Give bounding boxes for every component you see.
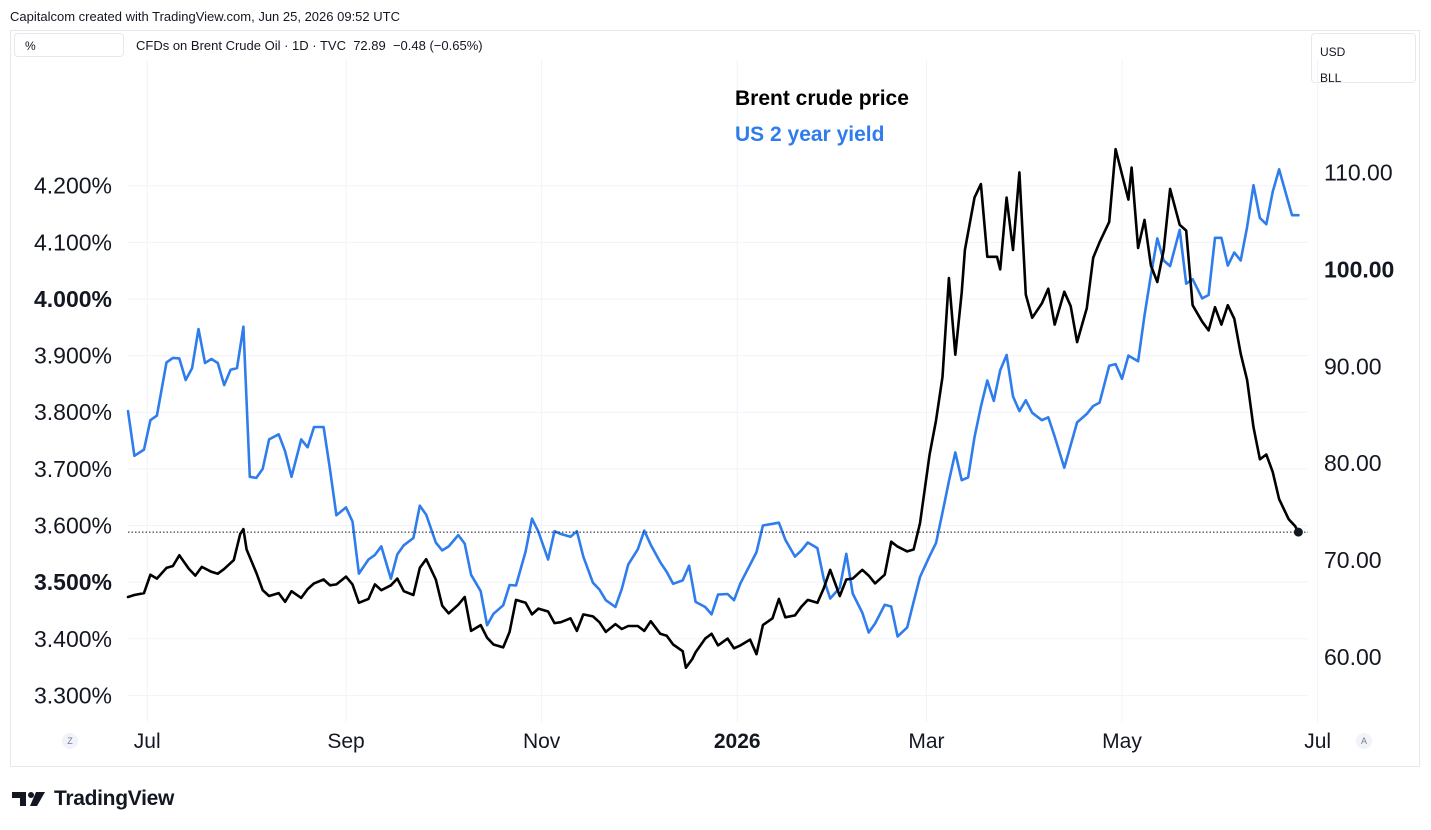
right-scale-currency-box[interactable]: USD BLL [1311,33,1416,85]
left-scale-button[interactable]: % [14,33,124,57]
annotation-brent: Brent crude price [735,87,909,110]
chart-frame [10,30,1420,767]
left-axis-tick-label: 3.400% [34,626,112,652]
gridlines [128,60,1319,722]
right-axis-tick-label: 80.00 [1324,450,1382,476]
series-layer [126,147,1308,669]
time-axis: Jul Sep Nov 2026 Mar May Jul [134,730,1331,753]
left-axis-tick-label: 3.700% [34,456,112,482]
left-axis-tick-label: 3.300% [34,682,112,708]
time-axis-tick-label: Jul [1304,730,1331,753]
auto-scale-a-button[interactable]: A [1356,733,1372,749]
left-axis-tick-label: 4.100% [34,229,112,255]
tradingview-logo-icon [12,790,48,808]
symbol-legend[interactable]: CFDs on Brent Crude Oil · 1D · TVC 72.89… [136,38,483,53]
chart-attribution: Capitalcom created with TradingView.com,… [10,9,400,24]
time-axis-tick-label: Jul [134,730,161,753]
left-axis-tick-label: 3.500% [34,569,112,595]
us-2y-yield-line [126,168,1300,638]
right-axis-tick-label: 60.00 [1324,644,1382,670]
left-axis-tick-label: 3.600% [34,512,112,538]
time-axis-tick-label: Sep [327,730,364,753]
tradingview-logo-text: TradingView [54,787,175,810]
annotation-us-2y-yield: US 2 year yield [735,123,884,146]
last-price-marker [1293,527,1303,537]
unit-label: BLL [1320,71,1342,85]
left-price-axis: 4.200% 4.100% 4.000% 3.900% 3.800% 3.700% 3.60… [34,173,112,709]
right-axis-tick-label: 70.00 [1324,547,1382,573]
tradingview-logo: TradingView [12,786,174,812]
left-axis-tick-label: 3.900% [34,343,112,369]
time-axis-tick-label: 2026 [714,730,761,753]
left-axis-tick-label: 4.000% [34,286,112,312]
brent-price-line [126,147,1300,669]
currency-label: USD [1320,45,1346,59]
right-axis-tick-label: 90.00 [1324,353,1382,379]
time-axis-tick-label: Mar [908,730,944,753]
right-price-axis: 110.00 100.00 90.00 80.00 70.00 60.00 [1324,159,1394,670]
auto-scale-z-button[interactable]: Z [62,733,78,749]
time-axis-tick-label: Nov [523,730,561,753]
left-axis-tick-label: 3.800% [34,399,112,425]
left-axis-tick-label: 4.200% [34,173,112,199]
right-axis-tick-label: 110.00 [1324,159,1393,185]
time-axis-tick-label: May [1102,730,1142,753]
chart-annotations: Brent crude price US 2 year yield [735,87,909,146]
right-axis-tick-label: 100.00 [1324,256,1394,282]
